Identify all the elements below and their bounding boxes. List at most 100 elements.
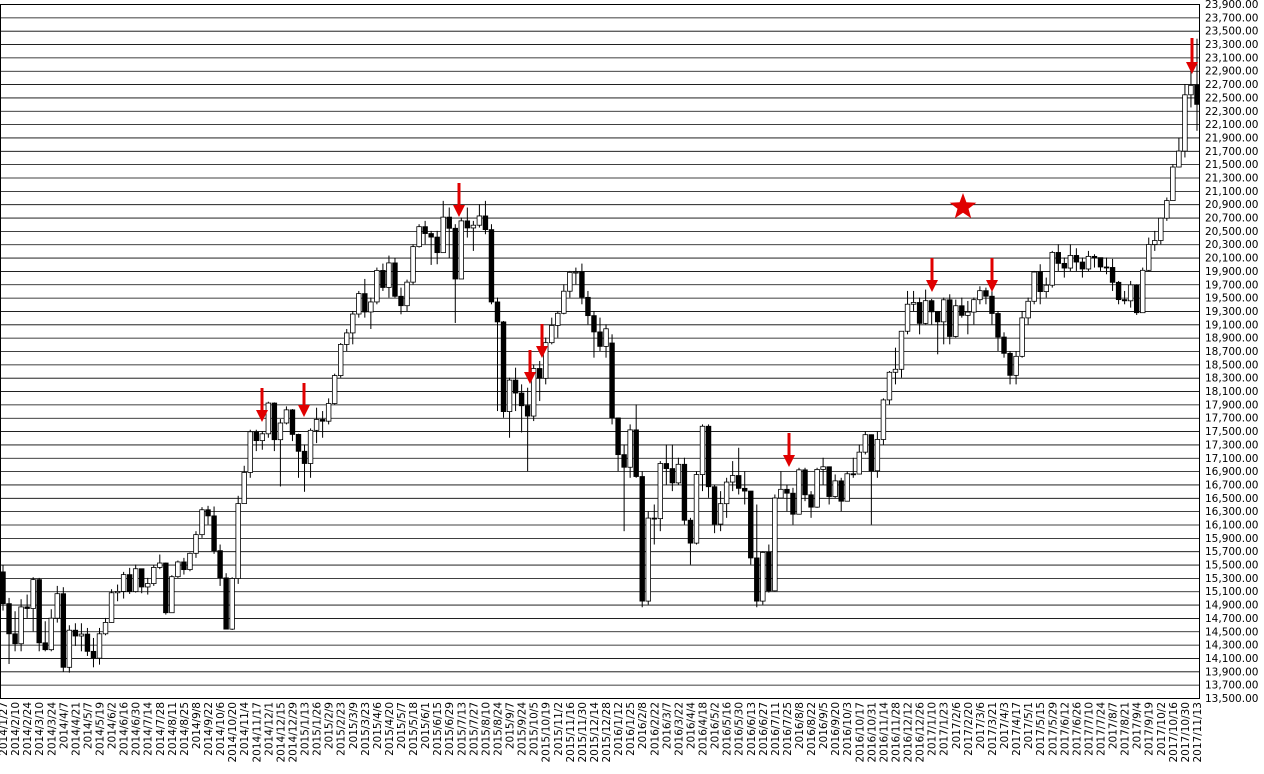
candle-down <box>12 633 18 645</box>
x-tick-label: 2017/8/7 <box>1108 702 1120 749</box>
candle-down <box>1109 267 1116 283</box>
y-tick-label: 13,700.00 <box>1205 680 1258 692</box>
candle-up <box>1182 94 1188 152</box>
x-tick-label: 2014/11/17 <box>251 702 263 763</box>
x-tick-label: 2014/6/16 <box>119 702 131 756</box>
candle-up <box>717 503 724 525</box>
x-tick-label: 2014/3/24 <box>46 702 58 756</box>
candle-down <box>398 295 404 307</box>
candle-down <box>488 229 495 303</box>
candle-down <box>784 488 790 494</box>
candle-up <box>645 517 651 602</box>
candle-down <box>681 463 688 521</box>
x-tick-label: 2016/6/13 <box>746 702 758 756</box>
candle-down <box>295 434 302 452</box>
candle-up <box>338 344 344 376</box>
candle-down <box>838 480 844 502</box>
candle-down <box>633 429 639 477</box>
candle-down <box>319 419 326 422</box>
x-tick-label: 2016/2/22 <box>649 702 661 756</box>
candle-up <box>1025 300 1031 319</box>
candle-up <box>977 290 983 301</box>
candle-up <box>1146 244 1152 271</box>
candle-up <box>410 246 416 283</box>
x-tick-label: 2016/2/8 <box>637 702 649 749</box>
candle-up <box>693 474 700 544</box>
candle-up <box>1164 200 1170 219</box>
y-tick-label: 18,900.00 <box>1205 333 1258 345</box>
candle-down <box>1055 252 1061 264</box>
candle-up <box>814 469 820 508</box>
candle-up <box>844 473 850 502</box>
x-tick-label: 2017/8/21 <box>1120 702 1132 756</box>
candle-up <box>120 574 127 592</box>
candle-up <box>157 562 163 568</box>
candle-down <box>947 299 953 337</box>
x-tick-label: 2014/11/4 <box>239 702 251 756</box>
candle-up <box>573 271 579 274</box>
candle-down <box>253 431 259 442</box>
y-tick-label: 14,900.00 <box>1205 600 1258 612</box>
candle-up <box>778 488 784 499</box>
y-tick-label: 21,500.00 <box>1205 159 1258 171</box>
candle-up <box>374 270 380 303</box>
candle-up <box>549 325 555 344</box>
x-tick-label: 2017/1/10 <box>927 702 939 756</box>
y-tick-label: 23,900.00 <box>1205 0 1258 11</box>
candle-down <box>362 293 368 313</box>
x-tick-label: 2015/4/20 <box>384 702 396 756</box>
x-tick-label: 2015/9/24 <box>517 702 529 756</box>
candle-down <box>663 463 670 469</box>
x-tick-label: 2015/12/28 <box>601 702 613 763</box>
y-tick-label: 20,700.00 <box>1205 213 1258 225</box>
x-tick-label: 2017/7/24 <box>1096 702 1108 756</box>
y-tick-label: 18,100.00 <box>1205 386 1258 398</box>
candle-up <box>187 552 193 571</box>
candle-up <box>1176 150 1182 168</box>
x-tick-label: 2016/8/8 <box>794 702 806 749</box>
arrow <box>298 383 310 417</box>
candle-up <box>313 419 320 431</box>
candle-down <box>711 486 718 525</box>
candle-down <box>1194 84 1200 105</box>
x-tick-label: 2015/4/6 <box>372 702 384 749</box>
x-tick-label: 2015/6/1 <box>420 702 432 749</box>
candle-up <box>1019 317 1025 357</box>
candle-up <box>229 578 235 630</box>
candle-up <box>772 497 778 592</box>
x-tick-label: 2017/5/15 <box>1035 702 1047 756</box>
candle-down <box>995 313 1001 338</box>
candle-down <box>790 492 796 515</box>
y-tick-label: 18,500.00 <box>1205 359 1258 371</box>
candle-up <box>241 472 247 505</box>
candle-up <box>910 302 917 305</box>
x-tick-label: 2016/1/12 <box>613 702 625 756</box>
candle-up <box>277 422 284 441</box>
candle-up <box>331 375 338 404</box>
candle-up <box>259 433 266 442</box>
candle-up <box>1031 271 1037 302</box>
y-tick-label: 18,300.00 <box>1205 373 1258 385</box>
candle-down <box>802 469 808 496</box>
candle-up <box>555 312 561 326</box>
x-tick-label: 2016/12/26 <box>915 702 927 763</box>
arrow <box>783 433 795 467</box>
x-tick-label: 2016/8/22 <box>806 702 818 756</box>
x-tick-label: 2017/10/16 <box>1168 702 1180 763</box>
x-tick-label: 2016/9/20 <box>830 702 842 756</box>
candle-down <box>735 475 742 489</box>
candle-down <box>536 368 543 379</box>
candle-up <box>1043 284 1049 293</box>
candle-down <box>934 311 941 323</box>
x-tick-label: 2015/2/9 <box>324 702 336 749</box>
candle-up <box>1049 252 1055 286</box>
x-tick-label: 2016/9/5 <box>818 702 830 749</box>
x-tick-label: 2016/10/31 <box>866 702 878 763</box>
candle-down <box>868 434 875 472</box>
candle-up <box>18 606 24 645</box>
y-tick-label: 21,700.00 <box>1205 146 1258 158</box>
y-tick-label: 19,900.00 <box>1205 266 1258 278</box>
candle-down <box>464 220 471 229</box>
candle-up <box>54 593 60 619</box>
